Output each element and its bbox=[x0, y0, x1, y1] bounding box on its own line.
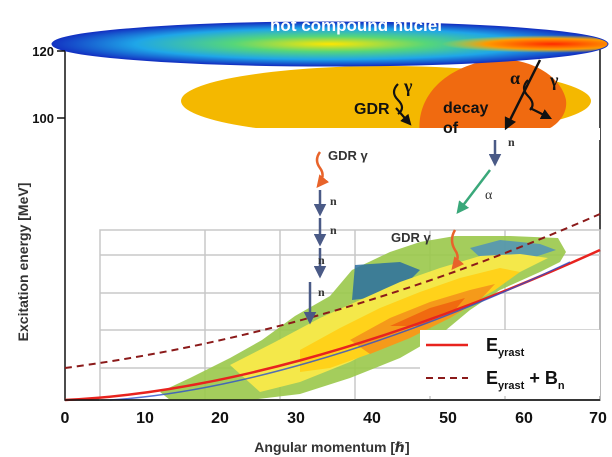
gamma-symbol-left: γ bbox=[403, 76, 413, 96]
of-label: of bbox=[443, 120, 459, 137]
yrast-edge bbox=[109, 261, 571, 401]
alpha-label-lower: α bbox=[485, 188, 493, 203]
gamma-symbol-right: γ bbox=[549, 70, 559, 90]
gamma-wave-gdr bbox=[392, 83, 404, 115]
y-axis: 120 100 bbox=[32, 44, 65, 126]
x-axis: 0 10 20 30 40 50 60 70 bbox=[61, 399, 607, 427]
y-tick-100: 100 bbox=[32, 111, 54, 126]
decay-label: decay bbox=[443, 100, 488, 117]
alpha-arrow-lower bbox=[456, 169, 491, 214]
x-axis-label: Angular momentum [ℏ] bbox=[254, 439, 409, 455]
x-tick-30: 30 bbox=[287, 410, 305, 427]
yrast-plus-bn-curve bbox=[64, 213, 601, 369]
neutron-label-4: n bbox=[318, 285, 325, 299]
hot-compound-nuclei-label: hot compound nuclei bbox=[270, 16, 442, 35]
legend-yrast-label: Eyrast bbox=[486, 335, 525, 359]
gamma-wave-decay bbox=[522, 79, 534, 111]
x-tick-60: 60 bbox=[515, 410, 533, 427]
neutron-label-top: n bbox=[508, 135, 515, 149]
alpha-symbol: α bbox=[510, 68, 520, 88]
y-axis-label: Excitation energy [MeV] bbox=[15, 183, 31, 342]
x-tick-70: 70 bbox=[589, 410, 607, 427]
neutron-label-1: n bbox=[330, 194, 337, 208]
legend: Eyrast Eyrast + Bn bbox=[420, 330, 600, 396]
x-tick-0: 0 bbox=[61, 410, 70, 427]
alpha-arrow bbox=[504, 59, 542, 131]
gdr-gamma-wave-lower bbox=[450, 229, 465, 270]
gdr-gamma-label-upper: GDR γ bbox=[328, 148, 369, 163]
neutron-label-2: n bbox=[330, 223, 337, 237]
x-tick-20: 20 bbox=[211, 410, 229, 427]
gdr-label: GDR bbox=[354, 101, 390, 118]
gdr-gamma-label-lower: GDR γ bbox=[391, 230, 432, 245]
legend-yrast-bn-label: Eyrast + Bn bbox=[486, 368, 565, 392]
x-tick-40: 40 bbox=[363, 410, 381, 427]
x-tick-10: 10 bbox=[136, 410, 154, 427]
y-tick-120: 120 bbox=[32, 44, 54, 59]
x-tick-50: 50 bbox=[439, 410, 457, 427]
neutron-label-3: n bbox=[318, 253, 325, 267]
